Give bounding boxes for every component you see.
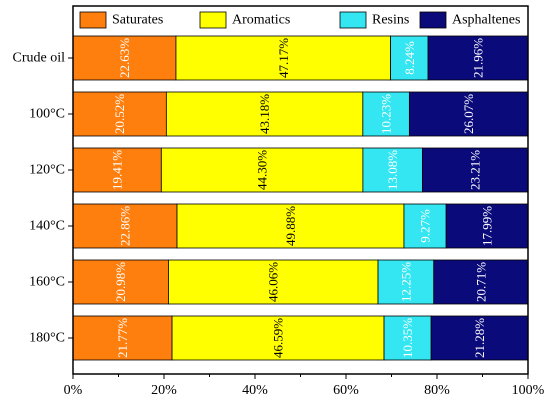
- category-label-3: 140°C: [29, 219, 65, 234]
- value-labels-layer: 22.63% 47.17% 8.24% 21.96% 20.52% 43.18% 10.23…: [110, 38, 495, 358]
- value-label-asphaltenes-3: 17.99%: [480, 206, 495, 246]
- value-label-aromatics-0: 47.17%: [276, 38, 291, 78]
- category-label-4: 160°C: [29, 275, 65, 290]
- legend-label-saturates: Saturates: [112, 13, 163, 28]
- value-label-resins-1: 10.23%: [379, 94, 394, 134]
- bar-saturates-1: [72, 91, 167, 137]
- category-label-2: 120°C: [29, 163, 65, 178]
- bar-saturates-3: [72, 203, 178, 249]
- bar-resins-4: [377, 259, 435, 305]
- category-label-1: 100°C: [29, 107, 65, 122]
- value-label-saturates-3: 22.86%: [118, 206, 133, 246]
- bar-saturates-5: [72, 315, 173, 361]
- legend-label-resins: Resins: [372, 13, 409, 28]
- x-tick-label-3: 60%: [333, 383, 359, 398]
- value-label-saturates-1: 20.52%: [112, 94, 127, 134]
- category-label-5: 180°C: [29, 331, 65, 346]
- value-label-asphaltenes-1: 26.07%: [461, 94, 476, 134]
- legend-swatch-aromatics: [199, 11, 227, 29]
- x-tick-label-4: 80%: [424, 383, 450, 398]
- value-label-resins-3: 9.27%: [418, 209, 433, 243]
- bar-resins-1: [362, 91, 410, 137]
- value-label-aromatics-1: 43.18%: [257, 94, 272, 134]
- legend-label-asphaltenes: Asphaltenes: [452, 13, 520, 28]
- bar-resins-5: [383, 315, 432, 361]
- value-label-resins-5: 10.35%: [400, 318, 415, 358]
- bar-aromatics-4: [168, 259, 379, 305]
- x-tick-label-2: 40%: [242, 383, 268, 398]
- value-label-resins-0: 8.24%: [402, 41, 417, 75]
- bars-layer: [72, 35, 529, 361]
- x-tick-label-5: 100%: [512, 383, 545, 398]
- bar-saturates-0: [72, 35, 177, 81]
- bar-resins-0: [390, 35, 429, 81]
- value-label-saturates-0: 22.63%: [117, 38, 132, 78]
- x-tick-label-1: 20%: [151, 383, 177, 398]
- value-label-saturates-4: 20.98%: [113, 262, 128, 302]
- bar-asphaltenes-4: [433, 259, 529, 305]
- value-label-aromatics-5: 46.59%: [271, 318, 286, 358]
- value-label-aromatics-3: 49.88%: [283, 206, 298, 246]
- value-label-saturates-2: 19.41%: [110, 150, 125, 190]
- bar-aromatics-1: [165, 91, 364, 137]
- bar-aromatics-3: [176, 203, 405, 249]
- category-label-0: Crude oil: [13, 51, 66, 66]
- bar-asphaltenes-0: [427, 35, 529, 81]
- legend-label-aromatics: Aromatics: [232, 13, 290, 28]
- value-label-asphaltenes-4: 20.71%: [473, 262, 488, 302]
- legend-swatch-asphaltenes: [419, 11, 447, 29]
- x-axis: 0% 20% 40% 60% 80% 100%: [64, 374, 545, 398]
- bar-aromatics-0: [175, 35, 391, 81]
- bar-aromatics-2: [160, 147, 364, 193]
- value-label-asphaltenes-0: 21.96%: [471, 38, 486, 78]
- value-label-resins-2: 13.08%: [385, 150, 400, 190]
- value-label-resins-4: 12.25%: [398, 262, 413, 302]
- value-label-asphaltenes-5: 21.28%: [472, 318, 487, 358]
- legend: Saturates Aromatics Resins Asphaltenes: [79, 11, 520, 29]
- bar-asphaltenes-3: [445, 203, 529, 249]
- bar-asphaltenes-1: [408, 91, 529, 137]
- legend-swatch-resins: [339, 11, 367, 29]
- y-axis: Crude oil 100°C 120°C 140°C 160°C 180°C: [13, 51, 73, 346]
- legend-swatch-saturates: [79, 11, 107, 29]
- x-tick-label-0: 0%: [64, 383, 83, 398]
- bar-asphaltenes-2: [421, 147, 529, 193]
- value-label-aromatics-4: 46.06%: [266, 262, 281, 302]
- value-label-aromatics-2: 44.30%: [255, 150, 270, 190]
- value-label-saturates-5: 21.77%: [115, 318, 130, 358]
- value-label-asphaltenes-2: 23.21%: [468, 150, 483, 190]
- bar-aromatics-5: [171, 315, 385, 361]
